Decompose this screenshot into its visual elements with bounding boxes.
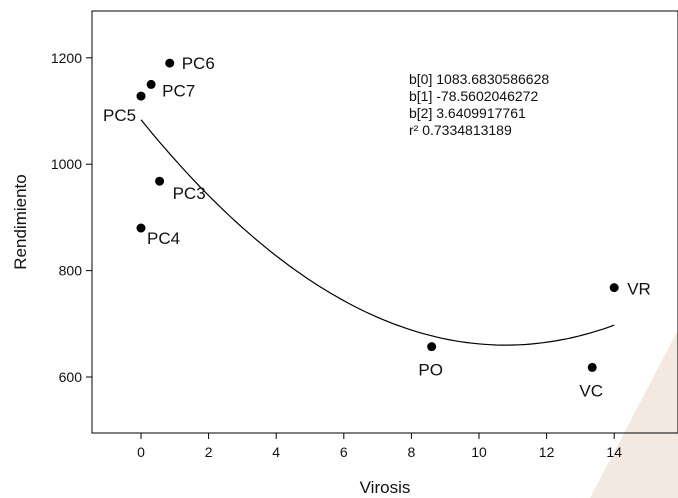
coefficient-line: b[0] 1083.6830586628 (409, 71, 549, 87)
point-label-pc5: PC5 (103, 106, 136, 125)
point-label-vc: VC (579, 381, 603, 400)
x-tick-label: 8 (408, 444, 416, 460)
y-tick-label: 800 (59, 263, 83, 279)
point-label-pc3: PC3 (173, 184, 206, 203)
point-label-pc6: PC6 (182, 54, 215, 73)
point-label-po: PO (418, 361, 443, 380)
coefficient-line: r² 0.7334813189 (409, 122, 512, 138)
x-tick-label: 2 (205, 444, 213, 460)
x-tick-label: 14 (606, 444, 622, 460)
data-point-pc7 (146, 79, 156, 89)
watermark-shape (590, 330, 678, 498)
y-axis-label: Rendimiento (11, 174, 30, 269)
point-label-vr: VR (627, 280, 651, 299)
plot-frame (91, 10, 678, 434)
data-point-po (427, 342, 437, 352)
data-point-vr (609, 283, 619, 293)
data-point-vc (587, 362, 597, 372)
point-label-pc4: PC4 (147, 229, 180, 248)
data-point-pc3 (155, 176, 165, 186)
x-axis-label: Virosis (360, 478, 411, 497)
x-tick-label: 12 (539, 444, 555, 460)
x-tick-label: 6 (340, 444, 348, 460)
data-point-pc4 (136, 223, 146, 233)
x-tick-label: 0 (137, 444, 145, 460)
coefficient-line: b[1] -78.5602046272 (409, 88, 538, 104)
y-tick-label: 1000 (51, 156, 82, 172)
data-point-pc6 (165, 58, 175, 68)
data-point-pc5 (136, 91, 146, 101)
point-label-pc7: PC7 (162, 81, 195, 100)
fit-curve (140, 119, 615, 346)
x-tick-label: 4 (272, 444, 280, 460)
x-axis-ticks: 0 2 4 6 8 10 12 14 (137, 433, 622, 460)
x-tick-label: 10 (471, 444, 487, 460)
y-tick-label: 1200 (51, 50, 82, 66)
y-axis-ticks: 600 800 1000 1200 (51, 50, 92, 385)
data-points: PC6 PC7 PC5 PC3 PC4 PO VC VR (103, 54, 651, 400)
coefficient-line: b[2] 3.6409917761 (409, 105, 526, 121)
y-tick-label: 600 (59, 369, 83, 385)
